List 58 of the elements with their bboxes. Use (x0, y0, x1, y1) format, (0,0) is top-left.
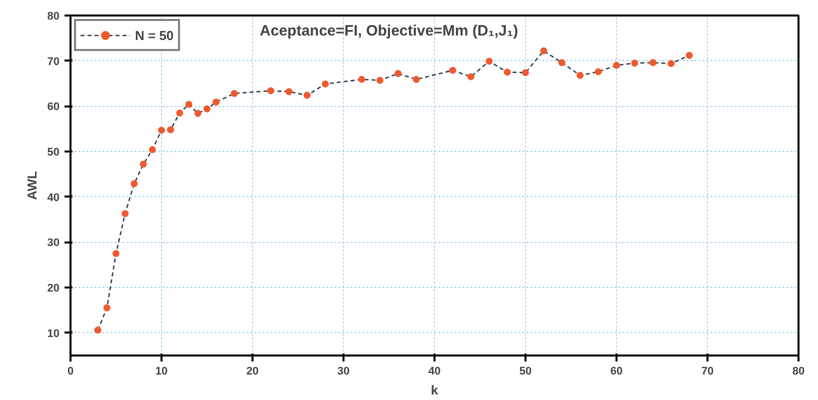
x-tick-label: 20 (246, 366, 259, 378)
point (167, 126, 174, 134)
point (176, 109, 184, 116)
point (576, 72, 584, 79)
point (558, 59, 566, 66)
point (194, 110, 202, 117)
point (504, 68, 511, 76)
x-axis-title: k (430, 382, 439, 398)
point (204, 105, 210, 112)
x-tick-label: 0 (67, 366, 74, 378)
x-tick-label: 40 (428, 366, 441, 378)
point (140, 160, 147, 168)
point (148, 146, 156, 154)
point (522, 69, 529, 76)
x-tick-label: 60 (610, 366, 623, 378)
point (94, 326, 102, 334)
point (230, 90, 238, 97)
point (449, 66, 456, 74)
point (130, 180, 138, 188)
x-tick-label: 50 (519, 366, 532, 378)
y-tick-label: 10 (47, 328, 60, 340)
point (112, 250, 120, 257)
point (185, 100, 192, 108)
point (540, 47, 548, 54)
point (322, 80, 329, 88)
point (267, 87, 274, 94)
point (394, 70, 402, 78)
point (649, 59, 656, 66)
y-axis-title: AWL (24, 171, 40, 200)
y-tick-label: 40 (47, 192, 60, 204)
y-tick-label: 30 (47, 237, 60, 250)
y-tick-label: 80 (47, 10, 60, 22)
y-tick-label: 50 (47, 146, 60, 158)
point (122, 210, 129, 218)
point (285, 88, 292, 96)
y-tick-label: 60 (47, 101, 60, 114)
y-tick-label: 70 (47, 56, 60, 68)
point (668, 60, 675, 68)
point (613, 62, 620, 69)
point (486, 58, 493, 65)
point (212, 98, 220, 106)
point (631, 60, 638, 67)
point (467, 73, 474, 80)
point (158, 126, 165, 134)
x-tick-label: 70 (701, 366, 714, 378)
point (103, 304, 110, 312)
point (376, 76, 384, 84)
y-tick-label: 20 (47, 282, 60, 294)
point (358, 76, 366, 83)
x-tick-label: 30 (337, 366, 350, 378)
point (686, 52, 693, 59)
legend-label: N = 50 (135, 28, 174, 42)
point (304, 92, 311, 99)
text: Aceptance=FI, Objective=Mm (D₁,J₁) (260, 22, 518, 40)
x-tick-label: 80 (792, 366, 805, 378)
point (594, 68, 602, 76)
x-tick-label: 10 (155, 366, 168, 378)
point (412, 76, 420, 83)
